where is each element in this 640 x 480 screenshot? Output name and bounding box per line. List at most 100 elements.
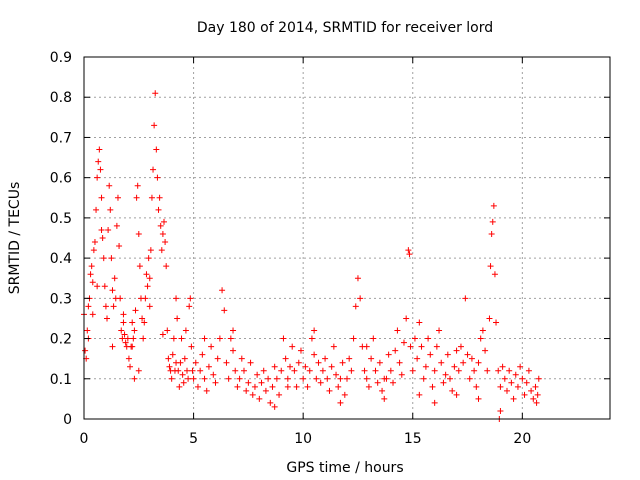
data-point (181, 355, 188, 362)
data-point (240, 367, 247, 374)
data-point (482, 347, 489, 354)
y-tick-label: 0.4 (50, 251, 72, 267)
data-point (365, 383, 372, 390)
data-point (473, 383, 480, 390)
chart-title: Day 180 of 2014, SRMTID for receiver lor… (197, 20, 493, 36)
data-point (280, 335, 287, 342)
data-point (381, 375, 388, 382)
data-point (339, 359, 346, 366)
data-point (168, 375, 175, 382)
data-point (403, 315, 410, 322)
data-point (155, 206, 162, 213)
y-tick-label: 0.5 (50, 211, 72, 227)
data-point (361, 367, 368, 374)
data-point (132, 307, 139, 314)
x-tick-label: 20 (513, 431, 531, 447)
data-point (442, 371, 449, 378)
data-point (407, 343, 414, 350)
data-point (109, 287, 116, 294)
data-point (232, 367, 239, 374)
y-axis-label: SRMTID / TECUs (7, 182, 23, 295)
data-point (322, 355, 329, 362)
data-point (221, 307, 228, 314)
data-point (146, 275, 153, 282)
data-point (170, 335, 177, 342)
data-point (471, 367, 478, 374)
data-point (152, 90, 159, 97)
data-point (201, 375, 208, 382)
data-point (151, 122, 158, 129)
data-point (267, 399, 274, 406)
data-point (431, 367, 438, 374)
data-point (205, 363, 212, 370)
y-tick-label: 0.8 (50, 90, 72, 106)
data-point (438, 359, 445, 366)
plot-frame (83, 56, 611, 420)
data-point (116, 243, 123, 250)
data-point (186, 303, 193, 310)
data-point (110, 303, 117, 310)
data-point (488, 230, 495, 237)
data-point (178, 335, 185, 342)
data-point (489, 218, 496, 225)
data-point (143, 271, 150, 278)
data-point (135, 230, 142, 237)
data-point (357, 295, 364, 302)
data-point (107, 206, 114, 213)
y-tick-label: 0.2 (50, 332, 72, 348)
data-point (271, 363, 278, 370)
data-point (162, 239, 169, 246)
data-point (534, 391, 541, 398)
data-point (129, 319, 136, 326)
data-point (319, 367, 326, 374)
data-point (436, 327, 443, 334)
x-axis-label: GPS time / hours (286, 460, 403, 476)
data-point (124, 335, 131, 342)
data-point (451, 363, 458, 370)
data-point (308, 335, 315, 342)
data-point (284, 383, 291, 390)
data-point (411, 335, 418, 342)
data-point (477, 335, 484, 342)
data-point (164, 327, 171, 334)
data-point (121, 331, 128, 338)
data-point (422, 363, 429, 370)
y-tick-label: 0 (63, 412, 72, 428)
data-point (174, 315, 181, 322)
data-point (282, 355, 289, 362)
data-point (497, 407, 504, 414)
data-point (306, 367, 313, 374)
data-point (484, 367, 491, 374)
data-point (479, 327, 486, 334)
data-point (245, 379, 252, 386)
data-point (105, 226, 112, 233)
data-point (315, 359, 322, 366)
data-point (133, 194, 140, 201)
data-point (521, 391, 528, 398)
data-point (333, 371, 340, 378)
data-point (289, 343, 296, 350)
data-point (525, 367, 532, 374)
data-point (449, 387, 456, 394)
data-point (324, 375, 331, 382)
data-point (491, 271, 498, 278)
data-point (499, 363, 506, 370)
x-tick-label: 15 (404, 431, 422, 447)
y-tick-label: 0.6 (50, 171, 72, 187)
data-point (96, 146, 103, 153)
data-point (165, 355, 172, 362)
data-point (184, 367, 191, 374)
data-point (212, 379, 219, 386)
data-point (273, 375, 280, 382)
data-point (528, 387, 535, 394)
data-point (127, 363, 134, 370)
data-point (400, 339, 407, 346)
data-point (113, 222, 120, 229)
data-point (140, 335, 147, 342)
data-point (506, 367, 513, 374)
data-point (214, 355, 221, 362)
data-point (189, 367, 196, 374)
data-point (88, 263, 95, 270)
data-point (490, 202, 497, 209)
data-point (182, 327, 189, 334)
